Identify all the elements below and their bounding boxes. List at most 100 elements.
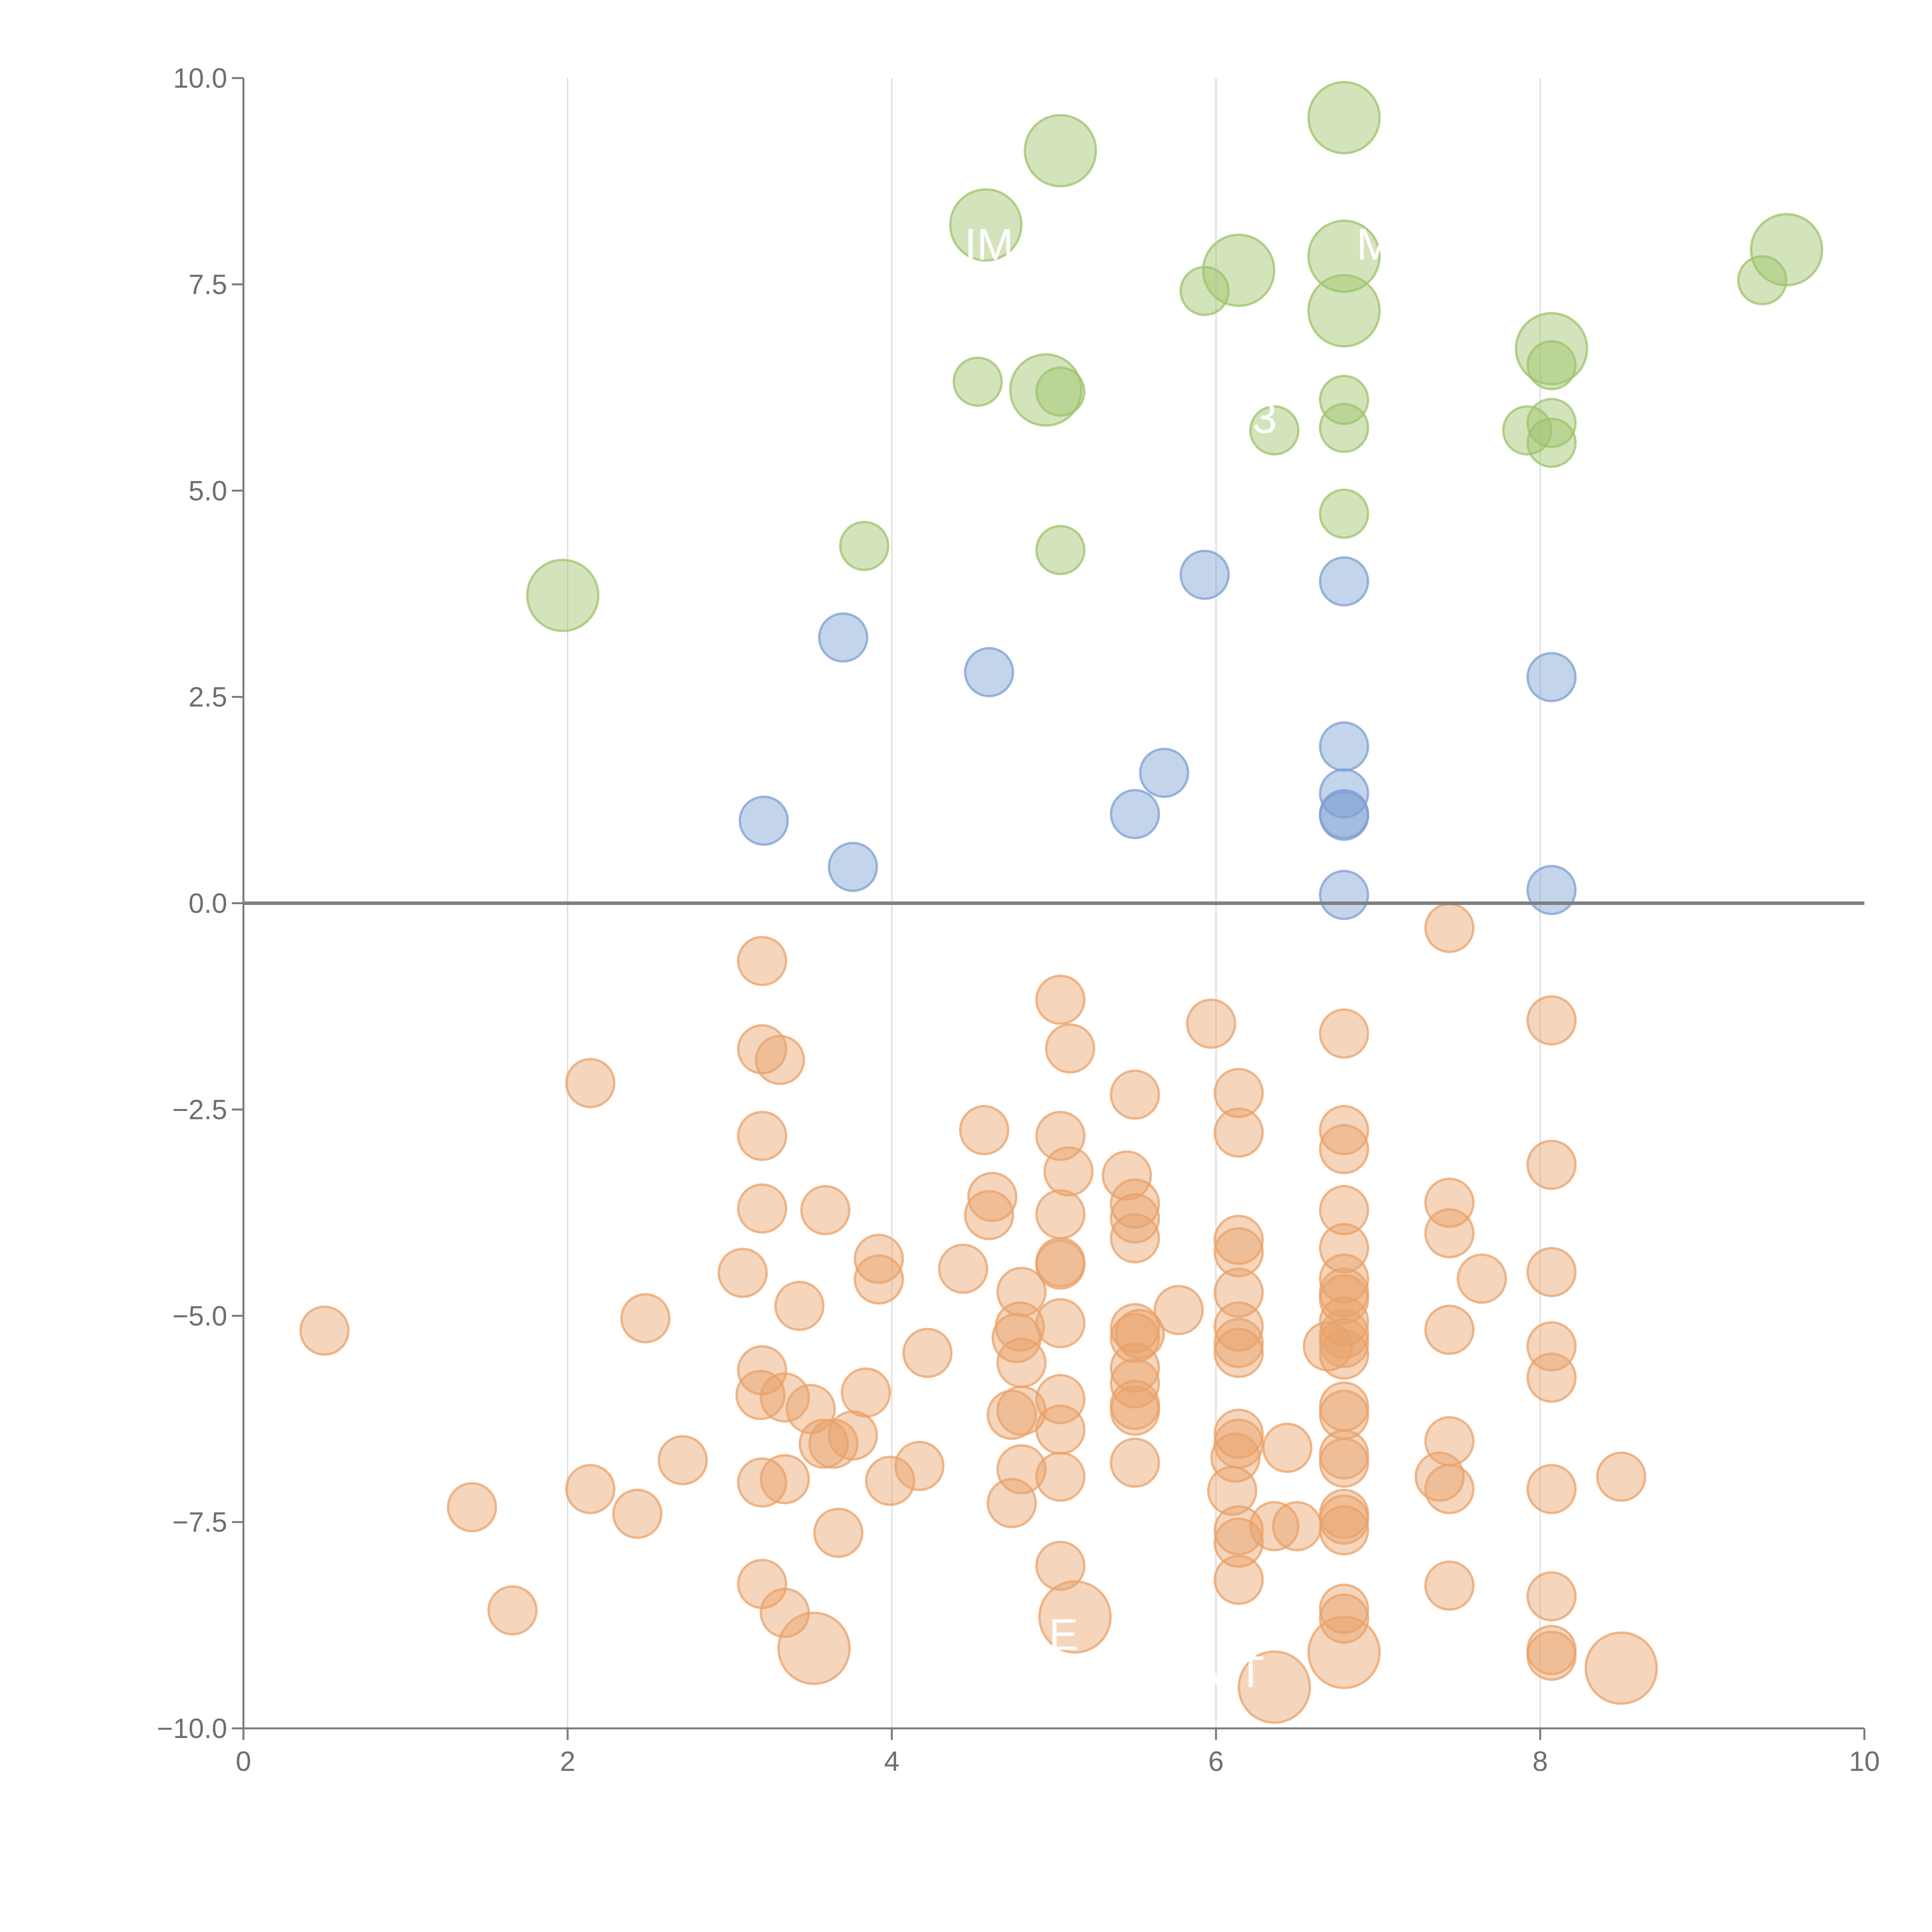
data-point-low bbox=[1035, 1189, 1086, 1240]
data-point-low bbox=[1526, 1247, 1577, 1298]
data-point-low bbox=[299, 1305, 350, 1356]
data-point-low bbox=[1035, 1298, 1086, 1349]
data-point-low bbox=[1424, 1208, 1475, 1259]
data-point-low bbox=[1319, 1494, 1369, 1545]
data-point-mid bbox=[1319, 556, 1369, 607]
data-point-high bbox=[1319, 374, 1369, 425]
data-point-low bbox=[959, 1105, 1010, 1155]
data-point-mid bbox=[828, 842, 878, 892]
data-point-low bbox=[1110, 1213, 1160, 1264]
data-point-low bbox=[1213, 1068, 1264, 1118]
data-point-low bbox=[487, 1585, 538, 1636]
data-point-low bbox=[894, 1440, 945, 1491]
x-tick-label: 8 bbox=[1532, 1746, 1548, 1777]
data-point-low bbox=[718, 1248, 768, 1298]
data-point-low bbox=[1213, 1418, 1264, 1469]
data-point-low bbox=[1424, 1416, 1475, 1466]
data-point-low bbox=[1035, 1374, 1086, 1424]
data-point-low bbox=[1262, 1422, 1313, 1473]
data-point-high bbox=[839, 520, 889, 571]
data-point-low bbox=[755, 1035, 805, 1085]
data-point-mid bbox=[738, 795, 789, 846]
data-point-low bbox=[1213, 1301, 1264, 1352]
data-point-low bbox=[1319, 1505, 1369, 1556]
data-point-low bbox=[1038, 1580, 1112, 1654]
data-point-low bbox=[1526, 1321, 1577, 1372]
data-point-low bbox=[996, 1337, 1047, 1388]
data-point-mid bbox=[1319, 870, 1369, 920]
x-tick-label: 2 bbox=[560, 1746, 575, 1777]
y-tick-label: −10.0 bbox=[157, 1713, 227, 1744]
point-annotation: M bbox=[1356, 220, 1393, 269]
data-point-mid bbox=[1526, 652, 1577, 702]
data-point-low bbox=[777, 1611, 851, 1685]
data-point-low bbox=[737, 935, 787, 986]
data-point-low bbox=[800, 1185, 851, 1235]
data-point-high bbox=[1319, 403, 1369, 453]
data-point-mid bbox=[1319, 768, 1369, 819]
y-tick-label: 7.5 bbox=[189, 269, 227, 300]
point-annotation: ΙM bbox=[964, 220, 1014, 269]
data-point-high bbox=[1307, 219, 1381, 293]
data-point-low bbox=[1319, 1124, 1369, 1174]
point-annotation: MT bbox=[1200, 1647, 1264, 1697]
data-point-low bbox=[1526, 1571, 1577, 1622]
data-point-low bbox=[1424, 1304, 1475, 1355]
data-point-high bbox=[1526, 417, 1577, 468]
data-point-low bbox=[1584, 1631, 1658, 1705]
data-point-low bbox=[1213, 1554, 1264, 1605]
data-point-low bbox=[612, 1488, 663, 1539]
data-point-low bbox=[902, 1328, 953, 1378]
data-point-low bbox=[1319, 1437, 1369, 1488]
data-point-low bbox=[938, 1243, 988, 1294]
data-point-high bbox=[1249, 405, 1300, 456]
data-points bbox=[243, 81, 1864, 1724]
data-point-high bbox=[1024, 114, 1097, 187]
data-point-low bbox=[1319, 1008, 1369, 1059]
data-point-low bbox=[813, 1507, 864, 1558]
data-point-low bbox=[1526, 1352, 1577, 1403]
data-point-low bbox=[1213, 1214, 1264, 1265]
data-point-low bbox=[565, 1058, 616, 1109]
data-point-low bbox=[1319, 1329, 1369, 1380]
data-point-mid bbox=[1526, 865, 1577, 915]
data-point-low bbox=[1526, 1139, 1577, 1190]
data-point-low bbox=[1424, 903, 1475, 953]
data-point-mid bbox=[1110, 789, 1160, 839]
data-point-high bbox=[1202, 233, 1276, 307]
data-point-low bbox=[1319, 1274, 1369, 1325]
data-point-low bbox=[1213, 1328, 1264, 1378]
data-point-low bbox=[737, 1111, 787, 1161]
y-tick-label: −2.5 bbox=[172, 1094, 227, 1125]
data-point-high bbox=[1307, 274, 1381, 348]
data-point-high bbox=[1307, 81, 1381, 155]
data-point-high bbox=[1319, 488, 1369, 539]
y-tick-label: −5.0 bbox=[172, 1301, 227, 1332]
data-point-high bbox=[1009, 353, 1083, 427]
data-point-low bbox=[1319, 1253, 1369, 1304]
data-point-low bbox=[1213, 1107, 1264, 1158]
data-point-low bbox=[737, 1183, 787, 1234]
data-point-high bbox=[1515, 312, 1588, 386]
data-point-low bbox=[996, 1267, 1047, 1317]
data-point-low bbox=[1186, 998, 1236, 1049]
data-point-low bbox=[1035, 1239, 1086, 1290]
data-point-mid bbox=[964, 647, 1014, 697]
data-point-low bbox=[1526, 1464, 1577, 1514]
x-tick-label: 6 bbox=[1208, 1746, 1224, 1777]
data-point-mid bbox=[1139, 748, 1189, 798]
data-point-low bbox=[1238, 1650, 1311, 1724]
data-point-low bbox=[865, 1456, 915, 1506]
data-point-low bbox=[1526, 1631, 1577, 1681]
x-tick-label: 0 bbox=[236, 1746, 251, 1777]
data-point-low bbox=[1456, 1253, 1507, 1304]
data-point-mid bbox=[1319, 791, 1369, 841]
data-point-low bbox=[854, 1233, 904, 1284]
data-point-low bbox=[565, 1464, 616, 1514]
data-point-high bbox=[1035, 525, 1086, 575]
data-point-low bbox=[840, 1367, 891, 1418]
data-point-low bbox=[1035, 975, 1086, 1025]
data-point-low bbox=[1114, 1309, 1165, 1359]
data-point-high bbox=[949, 188, 1023, 262]
data-point-low bbox=[1153, 1285, 1204, 1335]
